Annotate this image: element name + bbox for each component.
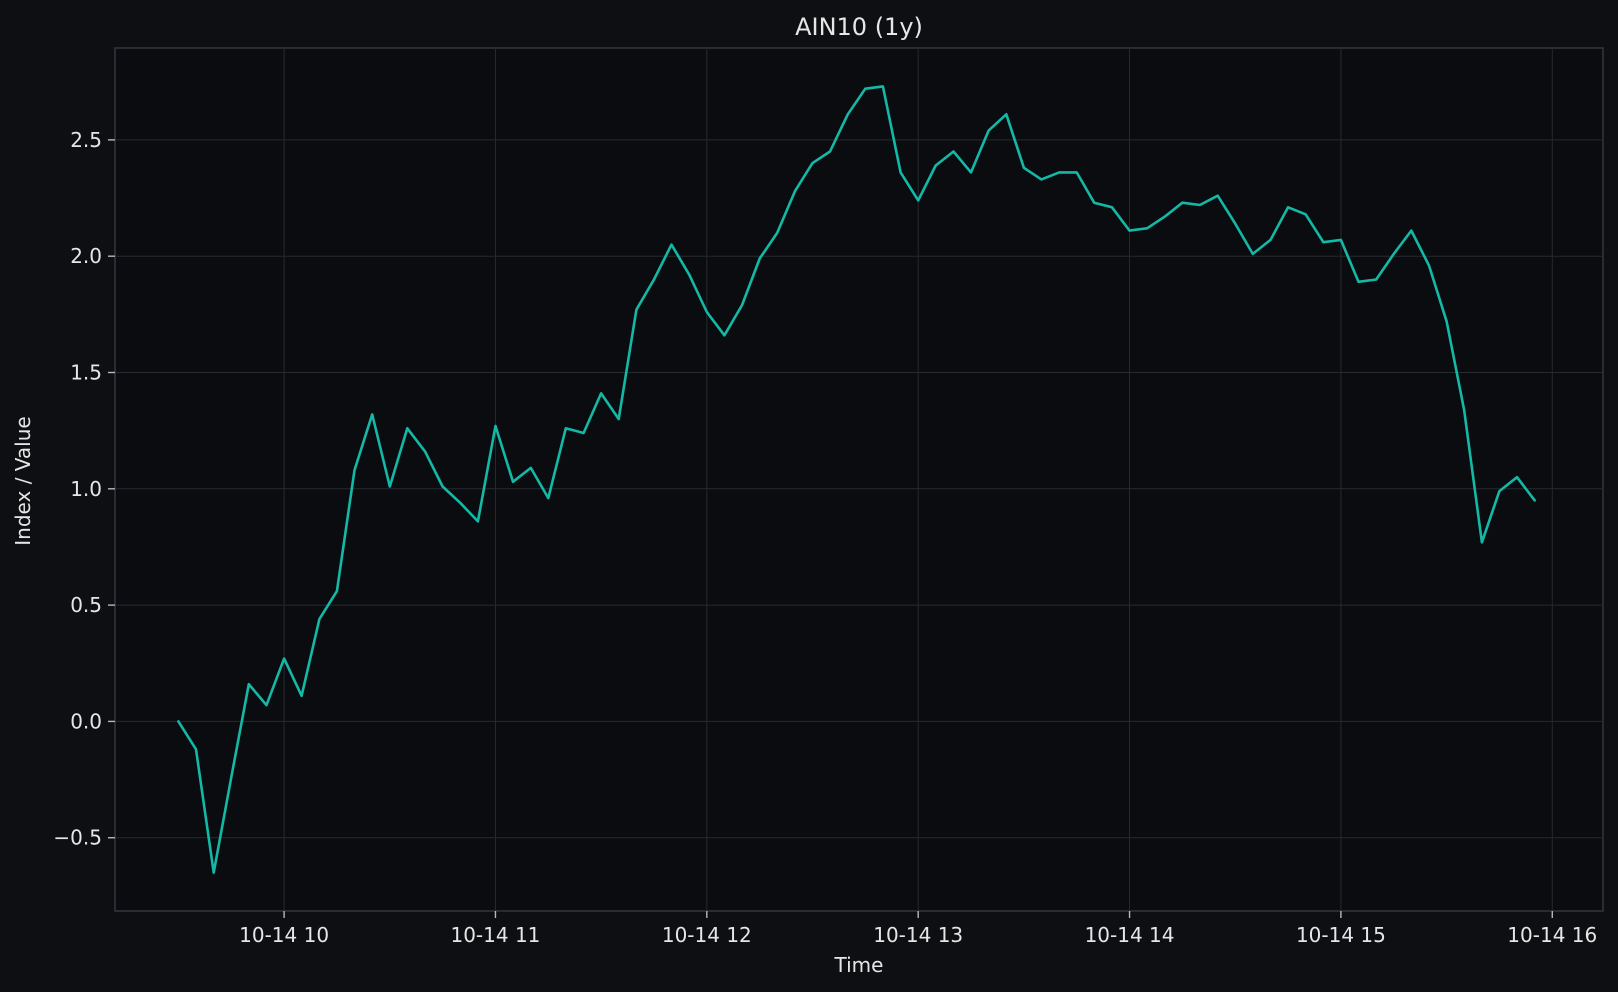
x-tick-label: 10-14 12 bbox=[662, 923, 752, 947]
plot-area bbox=[114, 47, 1604, 912]
x-tick-label: 10-14 10 bbox=[239, 923, 329, 947]
x-axis-label: Time bbox=[834, 953, 884, 977]
y-tick-label: 1.0 bbox=[70, 477, 102, 501]
x-tick-label: 10-14 15 bbox=[1296, 923, 1386, 947]
y-tick-label: 0.5 bbox=[70, 593, 102, 617]
x-tick-label: 10-14 16 bbox=[1507, 923, 1597, 947]
y-axis-label: Index / Value bbox=[11, 416, 35, 545]
y-tick-label: 2.0 bbox=[70, 244, 102, 268]
series-line bbox=[177, 85, 1536, 874]
x-tick-label: 10-14 11 bbox=[450, 923, 540, 947]
grid bbox=[115, 48, 1603, 911]
axis-ticks: −0.5 0.0 0.5 1.0 1.5 2.0 2.5 10-14 10 10-14 11 10… bbox=[53, 128, 1597, 947]
x-tick-label: 10-14 14 bbox=[1085, 923, 1175, 947]
chart-title: AIN10 (1y) bbox=[795, 13, 923, 41]
x-tick-label: 10-14 13 bbox=[873, 923, 963, 947]
y-tick-label: −0.5 bbox=[53, 826, 102, 850]
y-tick-label: 2.5 bbox=[70, 128, 102, 152]
series-points bbox=[178, 86, 1535, 873]
y-tick-label: 1.5 bbox=[70, 360, 102, 384]
y-tick-label: 0.0 bbox=[70, 709, 102, 733]
